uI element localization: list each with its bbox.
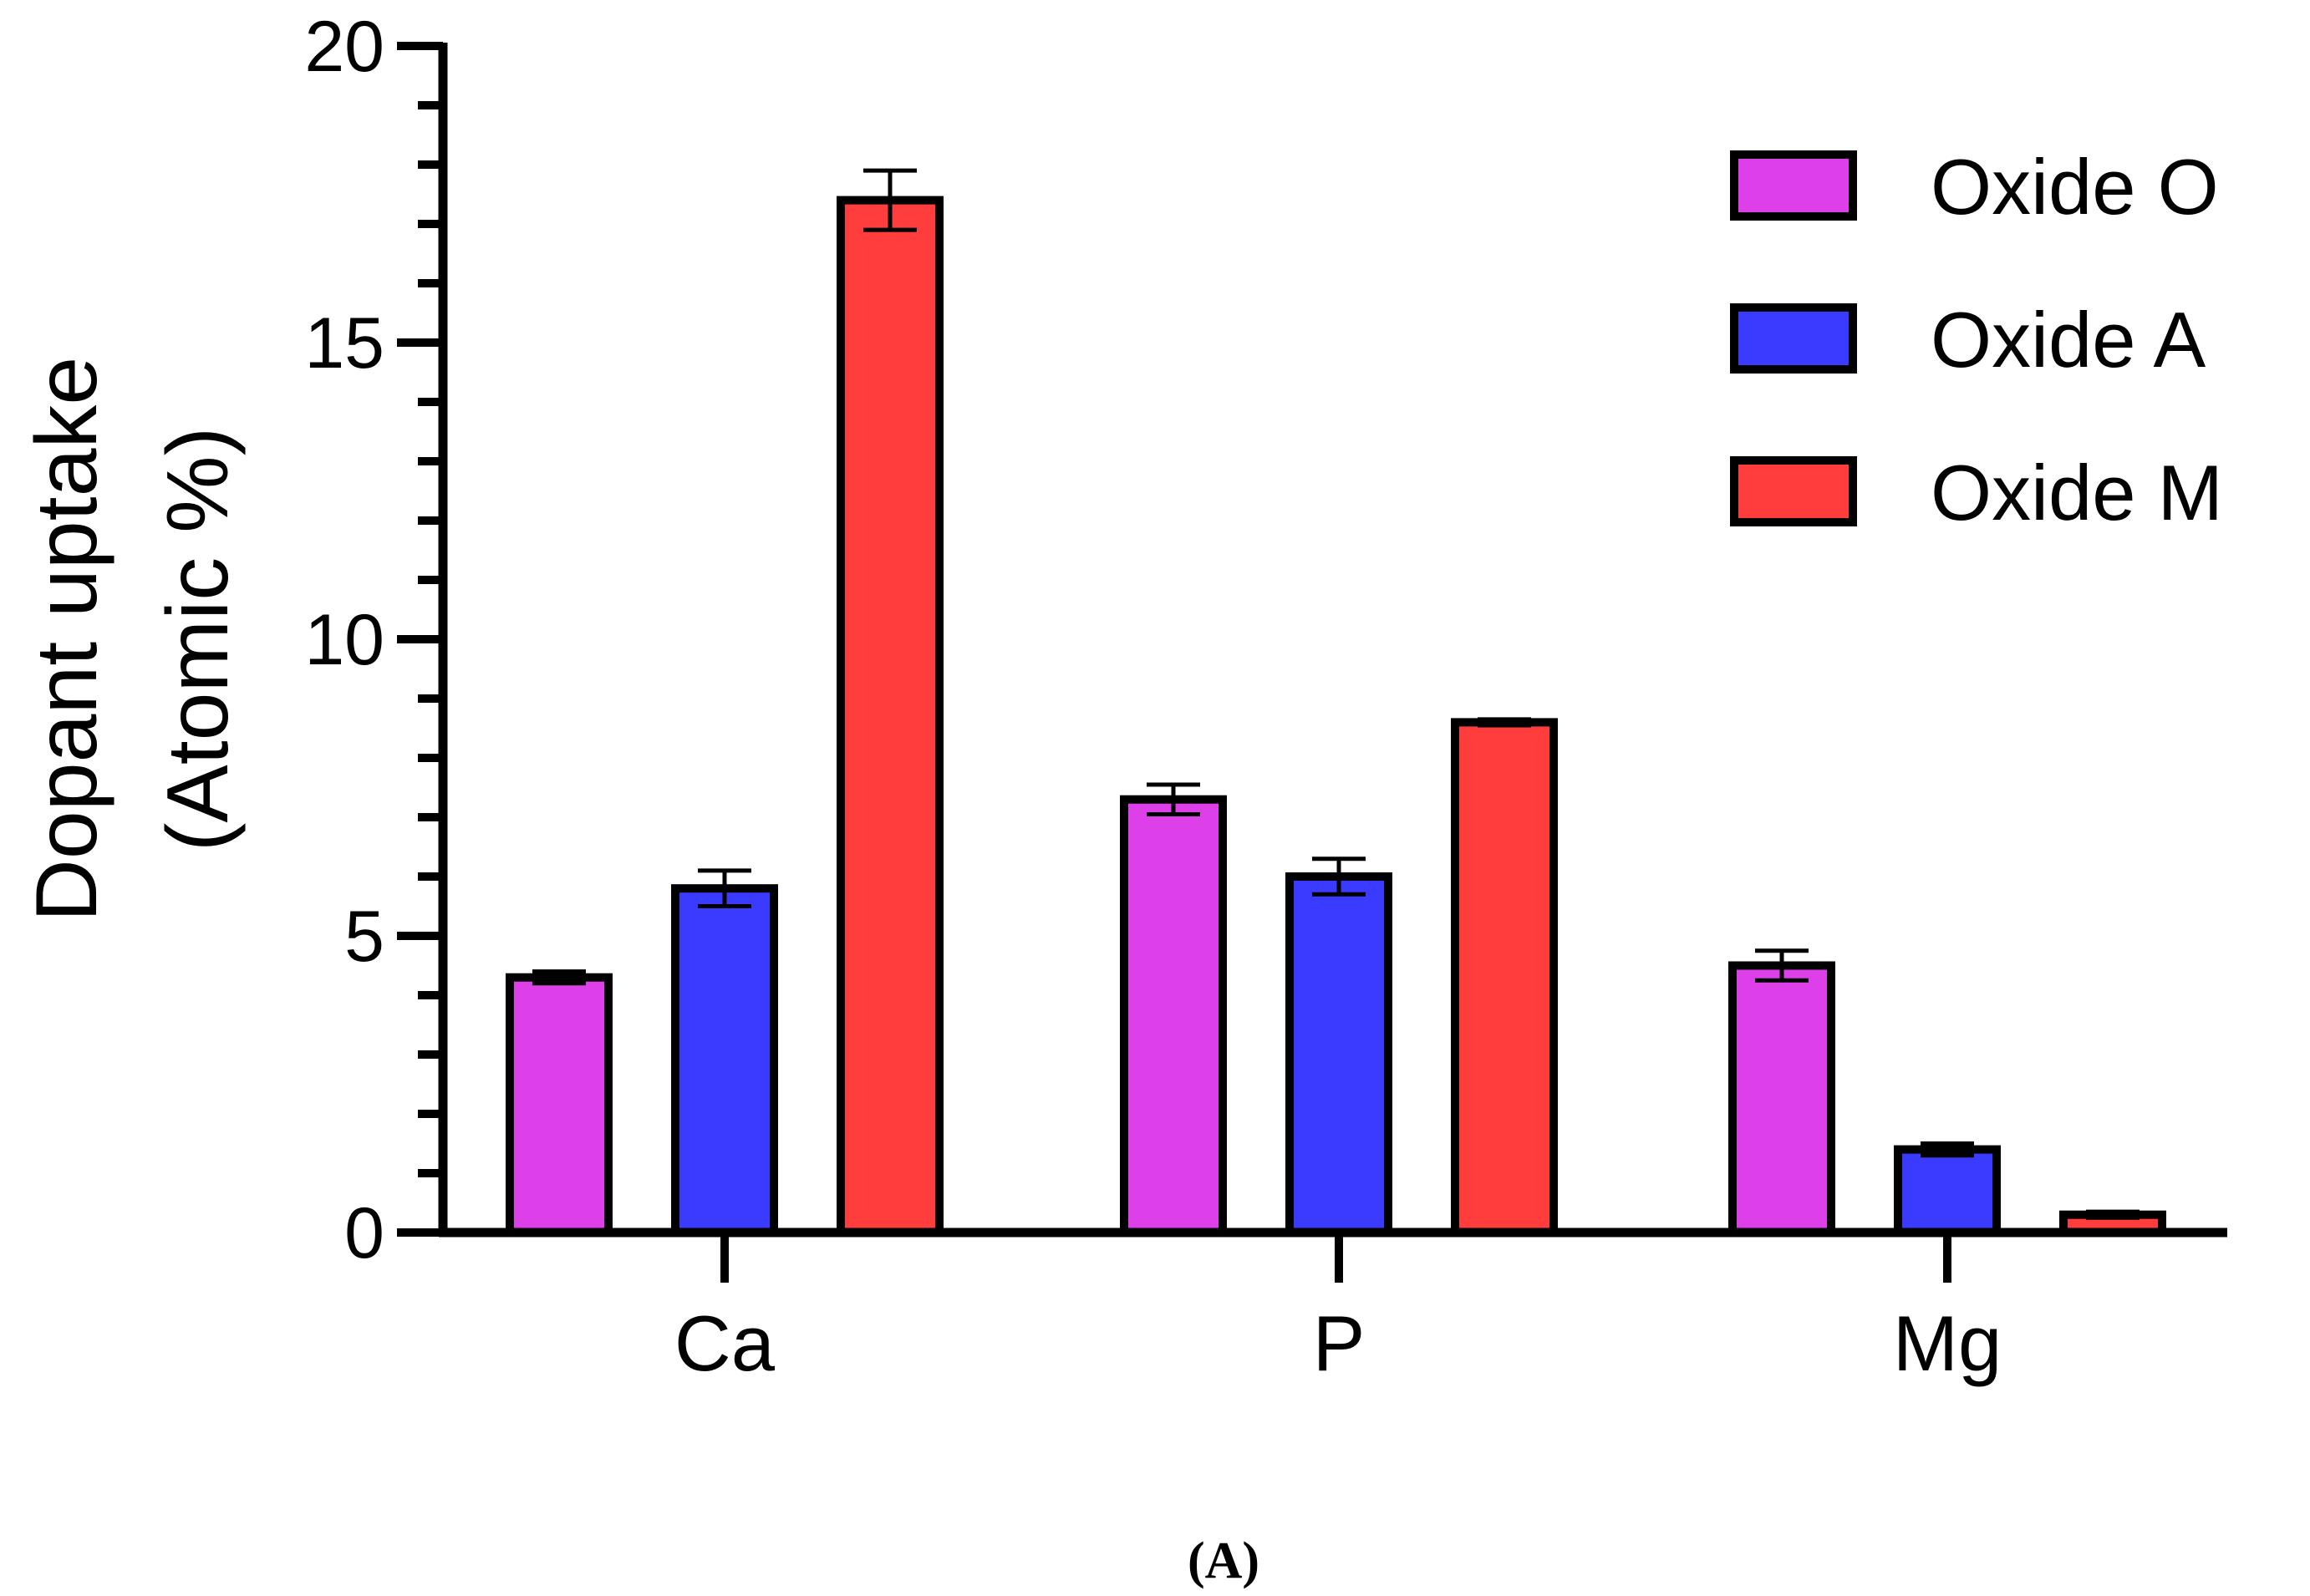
- legend-swatch: [1730, 456, 1857, 526]
- bar: [837, 196, 944, 1238]
- bars-layer: [506, 196, 2166, 1238]
- legend-label: Oxide M: [1931, 449, 2223, 536]
- y-tick-label: 10: [304, 600, 384, 680]
- legend-swatch: [1730, 303, 1857, 374]
- bar: [1894, 1145, 2001, 1237]
- bar: [1451, 718, 1558, 1237]
- x-category-label: P: [1313, 1299, 1366, 1387]
- y-tick-label: 15: [304, 303, 384, 384]
- bar: [1728, 961, 1835, 1237]
- legend-label: Oxide O: [1931, 143, 2219, 231]
- y-axis-title-line1: Dopant uptake: [18, 357, 115, 923]
- bar: [506, 973, 613, 1237]
- legend: Oxide O Oxide A Oxide M: [1730, 143, 2223, 536]
- panel-label: (A): [1188, 1532, 1259, 1589]
- axes-layer: 0 5 10 15 20 Ca P Mg: [304, 7, 2227, 1387]
- bar: [671, 884, 778, 1237]
- x-category-label: Mg: [1893, 1299, 2002, 1387]
- legend-label: Oxide A: [1931, 296, 2206, 384]
- legend-swatch: [1730, 150, 1857, 221]
- y-axis-title-line2: (Atomic %): [150, 427, 247, 851]
- y-tick-label: 20: [304, 7, 384, 87]
- y-tick-label: 5: [344, 897, 384, 977]
- x-category-label: Ca: [674, 1299, 776, 1387]
- y-tick-label: 0: [344, 1193, 384, 1273]
- bar: [1285, 872, 1392, 1237]
- bar: [1120, 795, 1227, 1237]
- error-bars-layer: [532, 168, 2140, 1220]
